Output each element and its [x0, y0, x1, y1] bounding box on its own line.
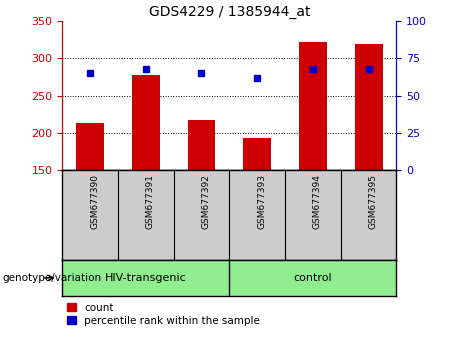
Bar — [76, 123, 104, 170]
Bar — [299, 42, 327, 170]
Legend: count, percentile rank within the sample: count, percentile rank within the sample — [67, 303, 260, 326]
Text: GSM677391: GSM677391 — [146, 175, 155, 229]
Text: GSM677390: GSM677390 — [90, 175, 99, 229]
Bar — [188, 120, 215, 170]
Title: GDS4229 / 1385944_at: GDS4229 / 1385944_at — [148, 5, 310, 19]
Text: GSM677395: GSM677395 — [369, 175, 378, 229]
Bar — [355, 44, 383, 170]
Text: HIV-transgenic: HIV-transgenic — [105, 273, 187, 283]
Text: GSM677393: GSM677393 — [257, 175, 266, 229]
Text: GSM677394: GSM677394 — [313, 175, 322, 229]
Bar — [243, 138, 271, 170]
Text: GSM677392: GSM677392 — [201, 175, 211, 229]
Bar — [132, 75, 160, 170]
Text: genotype/variation: genotype/variation — [2, 273, 101, 283]
Text: control: control — [294, 273, 332, 283]
